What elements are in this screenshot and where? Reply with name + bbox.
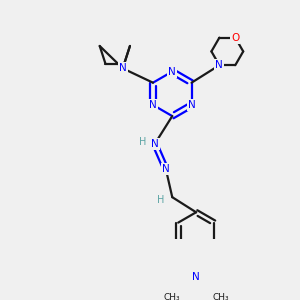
Text: N: N <box>151 139 159 149</box>
Text: N: N <box>162 164 170 174</box>
Text: O: O <box>231 33 239 43</box>
Text: H: H <box>157 195 164 205</box>
Text: N: N <box>188 100 195 110</box>
Text: CH₃: CH₃ <box>163 293 180 300</box>
Text: N: N <box>192 272 200 283</box>
Text: N: N <box>168 67 176 76</box>
Text: H: H <box>140 137 147 147</box>
Text: CH₃: CH₃ <box>212 293 229 300</box>
Text: N: N <box>149 100 157 110</box>
Text: N: N <box>119 63 127 74</box>
Text: N: N <box>215 60 223 70</box>
